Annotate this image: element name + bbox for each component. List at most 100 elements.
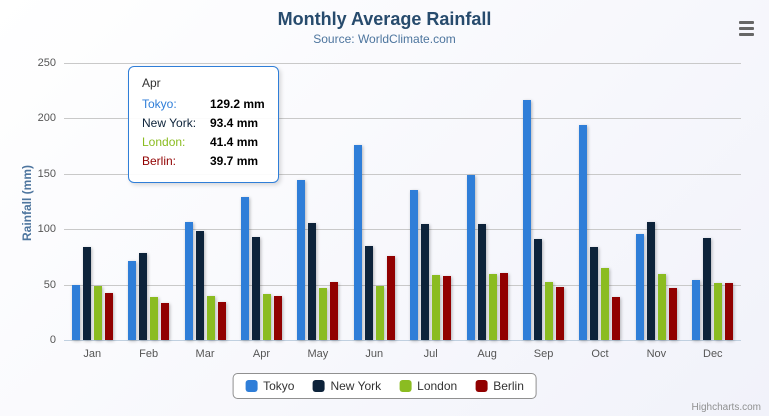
x-axis-label: Feb [139, 348, 159, 360]
bar-london-jul[interactable] [432, 274, 441, 340]
x-axis-label: May [307, 348, 329, 360]
tooltip-rows: Tokyo: 129.2 mm New York: 93.4 mm London: 41.… [142, 97, 265, 169]
legend-swatch-icon [245, 380, 258, 392]
x-axis-label: Jun [365, 348, 384, 360]
bar-tokyo-dec[interactable] [692, 279, 701, 340]
tooltip-series-value: 39.7 mm [210, 154, 259, 168]
legend-label: Berlin [493, 379, 524, 393]
tooltip-row: London: 41.4 mm [142, 135, 265, 150]
bar-london-nov[interactable] [657, 274, 666, 340]
chart-subtitle: Source: WorldClimate.com [313, 32, 456, 46]
hamburger-icon [738, 27, 754, 30]
legend-item-new-york[interactable]: New York [312, 379, 381, 393]
bar-tokyo-mar[interactable] [184, 222, 193, 340]
tooltip-series-value: 93.4 mm [210, 116, 259, 130]
gridline [64, 173, 741, 175]
bar-tokyo-jan[interactable] [71, 284, 80, 340]
tooltip-series-name: Berlin: [142, 154, 177, 168]
gridline [64, 118, 741, 120]
y-axis-label: 200 [37, 112, 56, 125]
bar-tokyo-jul[interactable] [410, 189, 419, 340]
bar-new-york-sep[interactable] [534, 238, 543, 340]
chart-title: Monthly Average Rainfall [277, 9, 492, 29]
y-axis-label: 50 [43, 278, 56, 291]
bar-berlin-feb[interactable] [161, 303, 170, 340]
bar-new-york-feb[interactable] [139, 252, 148, 340]
tooltip: Apr Tokyo: 129.2 mm New York: 93.4 mm London… [128, 66, 279, 183]
bar-london-may[interactable] [319, 287, 328, 340]
bar-new-york-aug[interactable] [477, 224, 486, 340]
gridline [64, 284, 741, 286]
bar-new-york-nov[interactable] [646, 221, 655, 340]
y-axis-label: 100 [37, 223, 56, 236]
x-axis-label: Dec [703, 348, 723, 360]
bar-new-york-jul[interactable] [421, 223, 430, 340]
bar-berlin-sep[interactable] [556, 287, 565, 340]
x-axis-label: Aug [477, 348, 497, 360]
bar-new-york-dec[interactable] [703, 237, 712, 340]
legend-swatch-icon [475, 380, 488, 392]
credits-link[interactable]: Highcharts.com [691, 402, 761, 413]
bar-new-york-jun[interactable] [364, 246, 373, 340]
bar-tokyo-aug[interactable] [466, 175, 475, 340]
bar-berlin-aug[interactable] [499, 273, 508, 340]
bar-london-dec[interactable] [714, 283, 723, 340]
x-axis-label: Sep [533, 348, 554, 360]
bar-new-york-jan[interactable] [82, 247, 91, 340]
tooltip-row: Berlin: 39.7 mm [142, 154, 265, 169]
legend: Tokyo New York London Berlin [232, 373, 537, 399]
x-axis-label: Jul [423, 348, 438, 360]
legend-item-tokyo[interactable]: Tokyo [245, 379, 294, 393]
bar-london-mar[interactable] [206, 296, 215, 340]
bar-tokyo-nov[interactable] [635, 234, 644, 340]
bar-tokyo-apr[interactable] [240, 196, 249, 340]
bar-london-feb[interactable] [150, 297, 159, 340]
x-axis-label: Jan [83, 348, 102, 360]
bar-london-apr[interactable] [262, 294, 271, 340]
tooltip-series-value: 41.4 mm [210, 135, 259, 149]
bar-berlin-may[interactable] [330, 281, 339, 340]
bar-berlin-oct[interactable] [612, 296, 621, 340]
export-menu-button[interactable] [732, 16, 760, 42]
bar-new-york-mar[interactable] [195, 230, 204, 340]
bar-tokyo-oct[interactable] [579, 124, 588, 340]
legend-swatch-icon [399, 380, 412, 392]
gridline [64, 63, 741, 64]
bar-new-york-apr[interactable] [251, 236, 260, 340]
bar-new-york-oct[interactable] [590, 247, 599, 340]
bar-london-sep[interactable] [545, 281, 554, 340]
x-axis-label: Nov [646, 348, 667, 360]
bar-berlin-apr[interactable] [273, 296, 282, 340]
x-axis-label: Apr [252, 348, 271, 360]
bar-london-aug[interactable] [488, 273, 497, 340]
bar-tokyo-jun[interactable] [353, 144, 362, 340]
tooltip-series-name: Tokyo: [142, 97, 177, 111]
tooltip-series-name: London: [142, 135, 186, 149]
tooltip-row: New York: 93.4 mm [142, 116, 265, 131]
bar-berlin-jul[interactable] [443, 276, 452, 340]
legend-item-london[interactable]: London [399, 379, 457, 393]
bar-tokyo-may[interactable] [297, 180, 306, 340]
bar-berlin-mar[interactable] [217, 301, 226, 340]
legend-swatch-icon [312, 380, 325, 392]
bar-london-jun[interactable] [375, 286, 384, 340]
bar-new-york-may[interactable] [308, 222, 317, 340]
x-axis-label: Mar [195, 348, 215, 360]
bar-tokyo-feb[interactable] [128, 260, 137, 340]
bar-london-jan[interactable] [93, 285, 102, 340]
y-axis-label: 150 [37, 167, 56, 180]
bar-berlin-dec[interactable] [725, 283, 734, 340]
bar-tokyo-sep[interactable] [523, 100, 532, 340]
bar-berlin-nov[interactable] [668, 288, 677, 340]
tooltip-series-value: 129.2 mm [210, 97, 265, 111]
y-axis-label: 0 [49, 334, 56, 346]
tooltip-series-name: New York: [142, 116, 197, 130]
y-axis-title: Rainfall (mm) [20, 165, 34, 242]
bar-berlin-jan[interactable] [104, 293, 113, 340]
bar-london-oct[interactable] [601, 267, 610, 340]
bar-berlin-jun[interactable] [386, 256, 395, 340]
x-axis-line [64, 340, 741, 341]
tooltip-row: Tokyo: 129.2 mm [142, 97, 265, 112]
legend-item-berlin[interactable]: Berlin [475, 379, 524, 393]
